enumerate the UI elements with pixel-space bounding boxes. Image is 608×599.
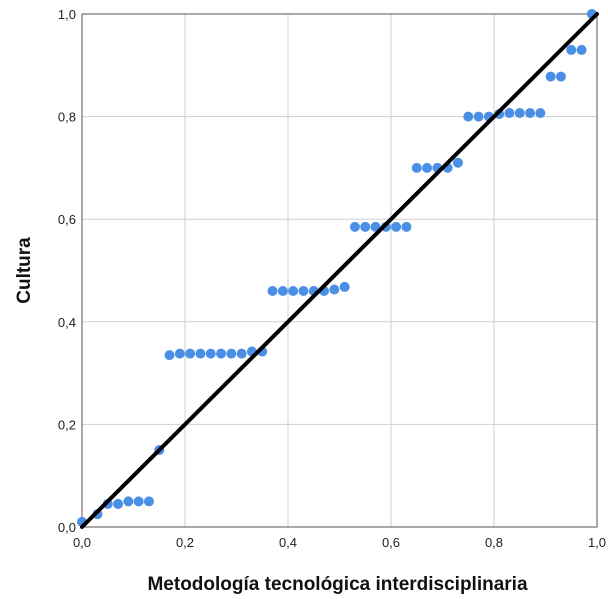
data-point	[329, 284, 340, 295]
data-point	[267, 286, 278, 297]
data-point	[566, 44, 577, 55]
data-point	[298, 286, 309, 297]
x-tick-label: 0,4	[279, 535, 297, 550]
data-point	[133, 496, 144, 507]
data-point	[555, 71, 566, 82]
data-point	[391, 221, 402, 232]
data-point	[277, 286, 288, 297]
x-axis-ticks: 0,0 0,2 0,4 0,6 0,8 1,0	[73, 535, 606, 550]
data-point	[174, 348, 185, 359]
data-point	[514, 108, 525, 119]
x-tick-label: 0,6	[382, 535, 400, 550]
y-axis-ticks: 0,0 0,2 0,4 0,6 0,8 1,0	[58, 7, 76, 535]
y-tick-label: 0,2	[58, 417, 76, 432]
data-point	[226, 348, 237, 359]
data-point	[113, 498, 124, 509]
data-point	[164, 350, 175, 361]
y-tick-label: 1,0	[58, 7, 76, 22]
y-tick-label: 0,8	[58, 110, 76, 125]
x-tick-label: 0,2	[176, 535, 194, 550]
data-point	[123, 496, 134, 507]
data-point	[236, 348, 247, 359]
reference-diagonal-line	[80, 12, 599, 529]
data-point	[473, 111, 484, 122]
x-tick-label: 0,0	[73, 535, 91, 550]
plot-area-frame	[81, 13, 598, 528]
data-point	[576, 44, 587, 55]
x-axis-title: Metodología tecnológica interdisciplinar…	[147, 574, 527, 595]
x-tick-label: 0,8	[485, 535, 503, 550]
data-points	[77, 9, 597, 527]
data-point	[535, 108, 546, 119]
y-tick-label: 0,4	[58, 315, 76, 330]
data-point	[401, 221, 412, 232]
data-point	[411, 162, 422, 173]
data-point	[185, 348, 196, 359]
x-tick-label: 1,0	[588, 535, 606, 550]
data-point	[360, 221, 371, 232]
data-point	[422, 162, 433, 173]
data-point	[525, 108, 536, 119]
y-tick-label: 0,6	[58, 212, 76, 227]
data-point	[349, 221, 360, 232]
data-point	[195, 348, 206, 359]
data-point	[143, 496, 154, 507]
y-tick-label: 0,0	[58, 520, 76, 535]
data-point	[545, 71, 556, 82]
data-point	[288, 286, 299, 297]
data-point	[339, 281, 350, 292]
data-point	[463, 111, 474, 122]
data-point	[216, 348, 227, 359]
y-axis-title: Cultura	[14, 237, 35, 304]
data-point	[504, 108, 515, 119]
data-point	[205, 348, 216, 359]
data-point	[452, 157, 463, 168]
